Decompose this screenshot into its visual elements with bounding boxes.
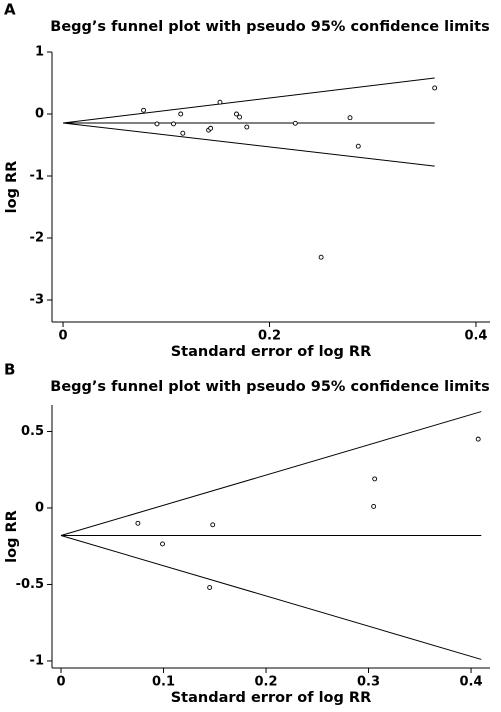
study-point: [154, 121, 160, 127]
study-point: [135, 520, 141, 526]
y-tick-label: -2: [30, 230, 44, 245]
y-tick-label: 0: [35, 106, 44, 121]
y-axis-label: log RR: [4, 161, 20, 214]
x-tick-label: 0: [56, 675, 65, 690]
y-tick-label: 0: [35, 500, 44, 515]
study-point: [355, 143, 361, 149]
study-point: [237, 114, 243, 120]
funnel-line: [60, 535, 482, 660]
y-tick-label: -1: [30, 168, 44, 183]
study-point: [244, 124, 250, 130]
funnel-line: [60, 411, 482, 536]
y-tick-label: -0.5: [16, 577, 44, 592]
study-point: [234, 111, 239, 117]
x-tick-label: 0.3: [357, 675, 380, 690]
y-tick-label: 1: [35, 45, 44, 60]
study-point: [318, 254, 324, 260]
x-tick-label: 0.2: [258, 329, 281, 344]
x-tick-label: 0.4: [464, 329, 487, 344]
study-point: [210, 522, 216, 528]
funnel-line: [62, 77, 435, 124]
study-point: [178, 111, 184, 117]
y-tick-label: 0.5: [21, 424, 44, 439]
panel-label: A: [4, 1, 16, 19]
x-axis-label: Standard error of log RR: [171, 344, 372, 360]
chart-title: Begg’s funnel plot with pseudo 95% confi…: [50, 379, 489, 395]
study-point: [347, 115, 353, 121]
y-axis-label: log RR: [4, 510, 20, 563]
panel-label: B: [4, 361, 15, 379]
study-point: [371, 503, 377, 509]
x-tick-label: 0.1: [152, 675, 175, 690]
study-point: [475, 436, 481, 442]
x-axis-label: Standard error of log RR: [171, 690, 372, 706]
study-point: [171, 121, 176, 127]
y-tick-label: -1: [30, 653, 44, 668]
x-tick-label: 0.4: [460, 675, 483, 690]
chart-title: Begg’s funnel plot with pseudo 95% confi…: [50, 19, 489, 35]
study-point: [372, 476, 378, 482]
study-point: [432, 85, 438, 91]
study-point: [217, 99, 223, 105]
study-point: [160, 541, 165, 547]
study-point: [141, 107, 147, 113]
y-tick-label: -3: [30, 292, 44, 307]
x-tick-label: 0.2: [255, 675, 278, 690]
x-tick-label: 0: [59, 329, 68, 344]
study-point: [180, 130, 186, 136]
funnel-line: [62, 122, 435, 167]
study-point: [208, 125, 214, 131]
study-point: [292, 120, 298, 126]
study-point: [207, 585, 213, 590]
